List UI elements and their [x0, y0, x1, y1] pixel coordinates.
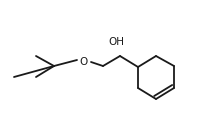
Text: OH: OH — [108, 37, 124, 47]
Text: O: O — [80, 57, 88, 66]
